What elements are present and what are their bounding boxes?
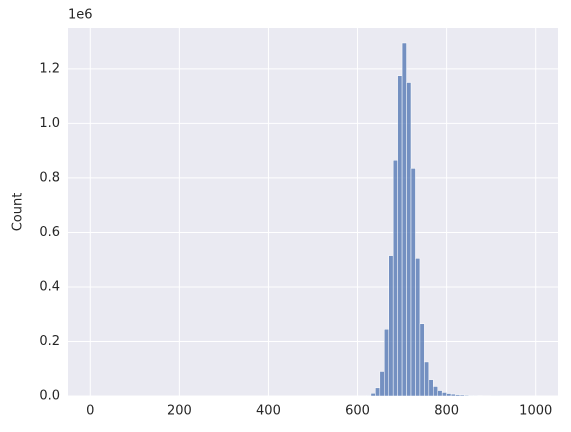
- bar: [473, 395, 479, 397]
- x-tick-label: 600: [345, 404, 370, 419]
- x-tick-label: 800: [434, 404, 459, 419]
- bar: [459, 394, 465, 397]
- y-tick-label: 0.6: [39, 225, 60, 240]
- y-tick-label: 0.8: [39, 170, 60, 185]
- bar: [468, 395, 474, 397]
- x-tick-label: 200: [167, 404, 192, 419]
- bar: [446, 393, 452, 397]
- bar: [379, 371, 385, 397]
- y-tick-label: 1.0: [39, 116, 60, 131]
- bar: [424, 361, 430, 397]
- y-tick-label: 0.2: [39, 334, 60, 349]
- y-axis-label: Count: [11, 193, 26, 232]
- bar: [370, 393, 376, 397]
- bar: [455, 394, 461, 397]
- x-tick-label: 1000: [519, 404, 552, 419]
- bar: [375, 387, 381, 397]
- bar: [419, 323, 425, 397]
- bar: [464, 394, 470, 397]
- y-tick-label: 0.0: [39, 389, 60, 404]
- bar: [392, 159, 398, 397]
- x-tick-label: 400: [256, 404, 281, 419]
- bar: [410, 168, 416, 397]
- bar: [437, 390, 443, 397]
- bar: [366, 395, 372, 397]
- y-offset-label: 1e6: [68, 8, 93, 23]
- bar: [406, 82, 412, 397]
- bar: [397, 75, 403, 397]
- y-tick-label: 0.4: [39, 279, 60, 294]
- bar: [401, 42, 407, 397]
- y-tick-label: 1.2: [39, 61, 60, 76]
- bar: [441, 392, 447, 397]
- bar: [415, 258, 421, 397]
- plot-area: [68, 28, 558, 396]
- x-tick-label: 0: [86, 404, 94, 419]
- bar: [388, 255, 394, 397]
- bar: [433, 386, 438, 397]
- bar: [384, 328, 389, 397]
- bar: [450, 393, 456, 397]
- bar: [428, 379, 434, 397]
